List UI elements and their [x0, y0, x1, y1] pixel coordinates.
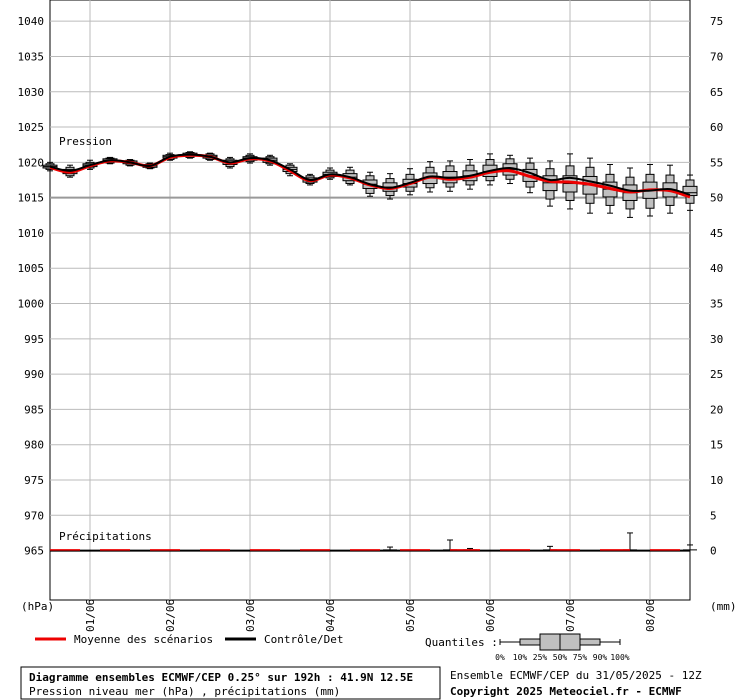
series-lines [49, 153, 691, 551]
right-tick-label: 20 [710, 403, 723, 416]
left-tick-label: 1015 [18, 192, 45, 205]
quantiles-labels: 0% 10% 25% 50% 75% 90% 100% [495, 653, 630, 662]
left-tick-label: 1020 [18, 156, 45, 169]
right-tick-label: 5 [710, 509, 717, 522]
right-tick-label: 10 [710, 474, 723, 487]
x-day-label: 08/06 [644, 599, 657, 632]
precip-box-102h [383, 546, 397, 551]
quantile-label: 75% [573, 653, 588, 662]
right-tick-label: 75 [710, 15, 723, 28]
left-tick-label: 1035 [18, 50, 45, 63]
left-tick-label: 975 [24, 474, 44, 487]
legend-mean-label: Moyenne des scénarios [74, 633, 213, 646]
right-tick-label: 30 [710, 333, 723, 346]
quantile-label: 0% [495, 653, 505, 662]
copyright: Copyright 2025 Meteociel.fr - ECMWF [450, 685, 682, 698]
right-axis-unit: (mm) [710, 600, 737, 613]
quantile-label: 50% [553, 653, 568, 662]
x-day-label: 07/06 [564, 599, 577, 632]
left-tick-label: 1030 [18, 86, 45, 99]
title-box [20, 666, 441, 700]
left-tick-label: 980 [24, 439, 44, 452]
left-tick-label: 1000 [18, 298, 45, 311]
quantile-label: 90% [593, 653, 608, 662]
x-day-label: 04/06 [324, 599, 337, 632]
left-tick-label: 965 [24, 545, 44, 558]
left-tick-label: 970 [24, 509, 44, 522]
right-tick-label: 50 [710, 192, 723, 205]
left-tick-label: 1005 [18, 262, 45, 275]
x-axis-day-labels: 01/06 02/06 03/06 04/06 05/06 06/06 07/06 08/06 [84, 599, 657, 632]
left-tick-label: 995 [24, 333, 44, 346]
x-day-label: 06/06 [484, 599, 497, 632]
right-tick-label: 15 [710, 439, 723, 452]
x-day-label: 01/06 [84, 599, 97, 632]
right-tick-label: 35 [710, 298, 723, 311]
pressure-panel-label: Pression [59, 135, 112, 148]
left-tick-label: 1010 [18, 227, 45, 240]
right-tick-label: 0 [710, 545, 717, 558]
x-day-label: 02/06 [164, 599, 177, 632]
right-tick-label: 70 [710, 50, 723, 63]
grid-lines [49, 0, 691, 601]
quantile-label: 25% [533, 653, 548, 662]
precip-box-192h [683, 544, 697, 551]
chart-title: Diagramme ensembles ECMWF/CEP 0.25° sur … [29, 671, 413, 684]
left-tick-label: 990 [24, 368, 44, 381]
left-tick-label: 1025 [18, 121, 45, 134]
x-day-label: 03/06 [244, 599, 257, 632]
quantiles-title: Quantiles : [425, 636, 498, 649]
legend-control-label: Contrôle/Det [264, 633, 343, 646]
right-tick-label: 45 [710, 227, 723, 240]
right-tick-label: 55 [710, 156, 723, 169]
left-tick-label: 985 [24, 403, 44, 416]
left-tick-label: 1040 [18, 15, 45, 28]
x-day-label: 05/06 [404, 599, 417, 632]
right-tick-label: 60 [710, 121, 723, 134]
precip-panel-label: Précipitations [59, 530, 152, 543]
run-info: Ensemble ECMWF/CEP du 31/05/2025 - 12Z [450, 669, 702, 682]
right-tick-label: 65 [710, 86, 723, 99]
right-tick-label: 40 [710, 262, 723, 275]
left-axis-unit: (hPa) [21, 600, 54, 613]
control-line [49, 153, 691, 196]
right-tick-label: 25 [710, 368, 723, 381]
plot-frame [49, 0, 691, 601]
quantile-label: 100% [610, 653, 629, 662]
quantile-label: 10% [513, 653, 528, 662]
quantiles-glyph [499, 633, 621, 651]
chart-subtitle: Pression niveau mer (hPa) , précipitatio… [29, 685, 340, 698]
left-axis-ticks: 1040 1035 1030 1025 1020 1015 1010 1005 1000 995 9… [18, 15, 45, 557]
